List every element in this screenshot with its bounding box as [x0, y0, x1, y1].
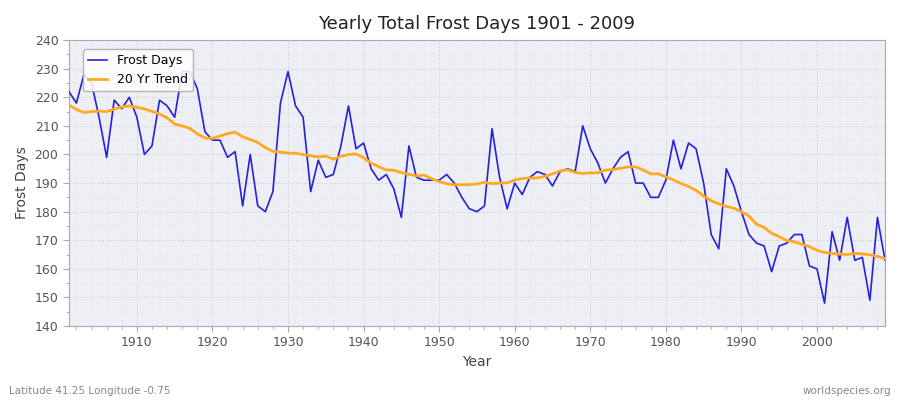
Y-axis label: Frost Days: Frost Days [15, 147, 29, 220]
Text: worldspecies.org: worldspecies.org [803, 386, 891, 396]
Title: Yearly Total Frost Days 1901 - 2009: Yearly Total Frost Days 1901 - 2009 [319, 15, 635, 33]
20 Yr Trend [600, 168, 611, 172]
20 Yr Trend [124, 104, 135, 108]
20 Yr Trend [879, 256, 890, 261]
Frost Days [517, 192, 527, 197]
Frost Days [124, 95, 135, 100]
20 Yr Trend [290, 151, 301, 156]
X-axis label: Year: Year [463, 355, 491, 369]
Line: 20 Yr Trend: 20 Yr Trend [68, 105, 885, 258]
20 Yr Trend [509, 178, 520, 182]
20 Yr Trend [336, 154, 346, 158]
Frost Days [176, 69, 187, 74]
Text: Latitude 41.25 Longitude -0.75: Latitude 41.25 Longitude -0.75 [9, 386, 170, 396]
Frost Days [298, 115, 309, 120]
Frost Days [819, 301, 830, 306]
Frost Days [63, 89, 74, 94]
Frost Days [343, 104, 354, 108]
Legend: Frost Days, 20 Yr Trend: Frost Days, 20 Yr Trend [84, 49, 193, 92]
Frost Days [509, 181, 520, 186]
20 Yr Trend [502, 180, 513, 185]
Line: Frost Days: Frost Days [68, 72, 885, 303]
20 Yr Trend [63, 103, 74, 108]
Frost Days [608, 166, 618, 171]
Frost Days [879, 258, 890, 263]
